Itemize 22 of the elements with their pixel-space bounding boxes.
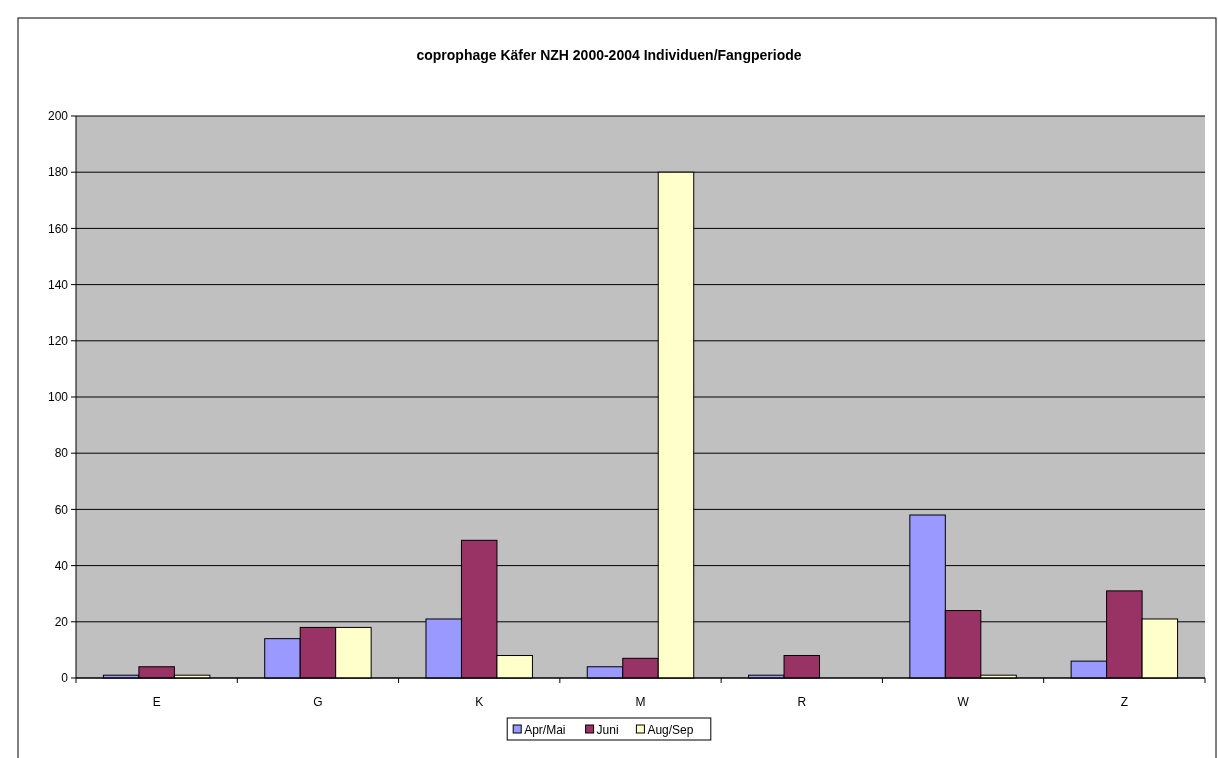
y-tick-label: 0 — [61, 671, 69, 686]
x-tick-label: E — [152, 695, 161, 709]
y-tick-label: 80 — [54, 446, 69, 461]
y-tick-label: 200 — [47, 109, 69, 124]
chart-title: coprophage Käfer NZH 2000-2004 Individuen/Fangperiode — [416, 47, 802, 63]
y-tick-label: 40 — [54, 558, 69, 573]
x-tick-label: R — [797, 695, 807, 709]
legend-label: Juni — [596, 722, 619, 737]
x-tick-label: W — [957, 695, 970, 709]
legend-label: Aug/Sep — [647, 722, 694, 737]
y-tick-label: 160 — [47, 221, 69, 236]
y-tick-label: 20 — [54, 615, 69, 629]
legend-label: Apr/Mai — [524, 722, 566, 737]
y-tick-label: 140 — [47, 277, 69, 292]
y-tick-label: 100 — [47, 390, 69, 405]
x-tick-label: G — [313, 695, 323, 709]
x-tick-label: K — [475, 695, 484, 709]
y-tick-label: 180 — [47, 165, 69, 180]
x-tick-label: Z — [1120, 695, 1129, 709]
y-tick-label: 120 — [47, 334, 69, 348]
x-tick-label: M — [635, 695, 646, 709]
y-tick-label: 60 — [54, 502, 69, 517]
